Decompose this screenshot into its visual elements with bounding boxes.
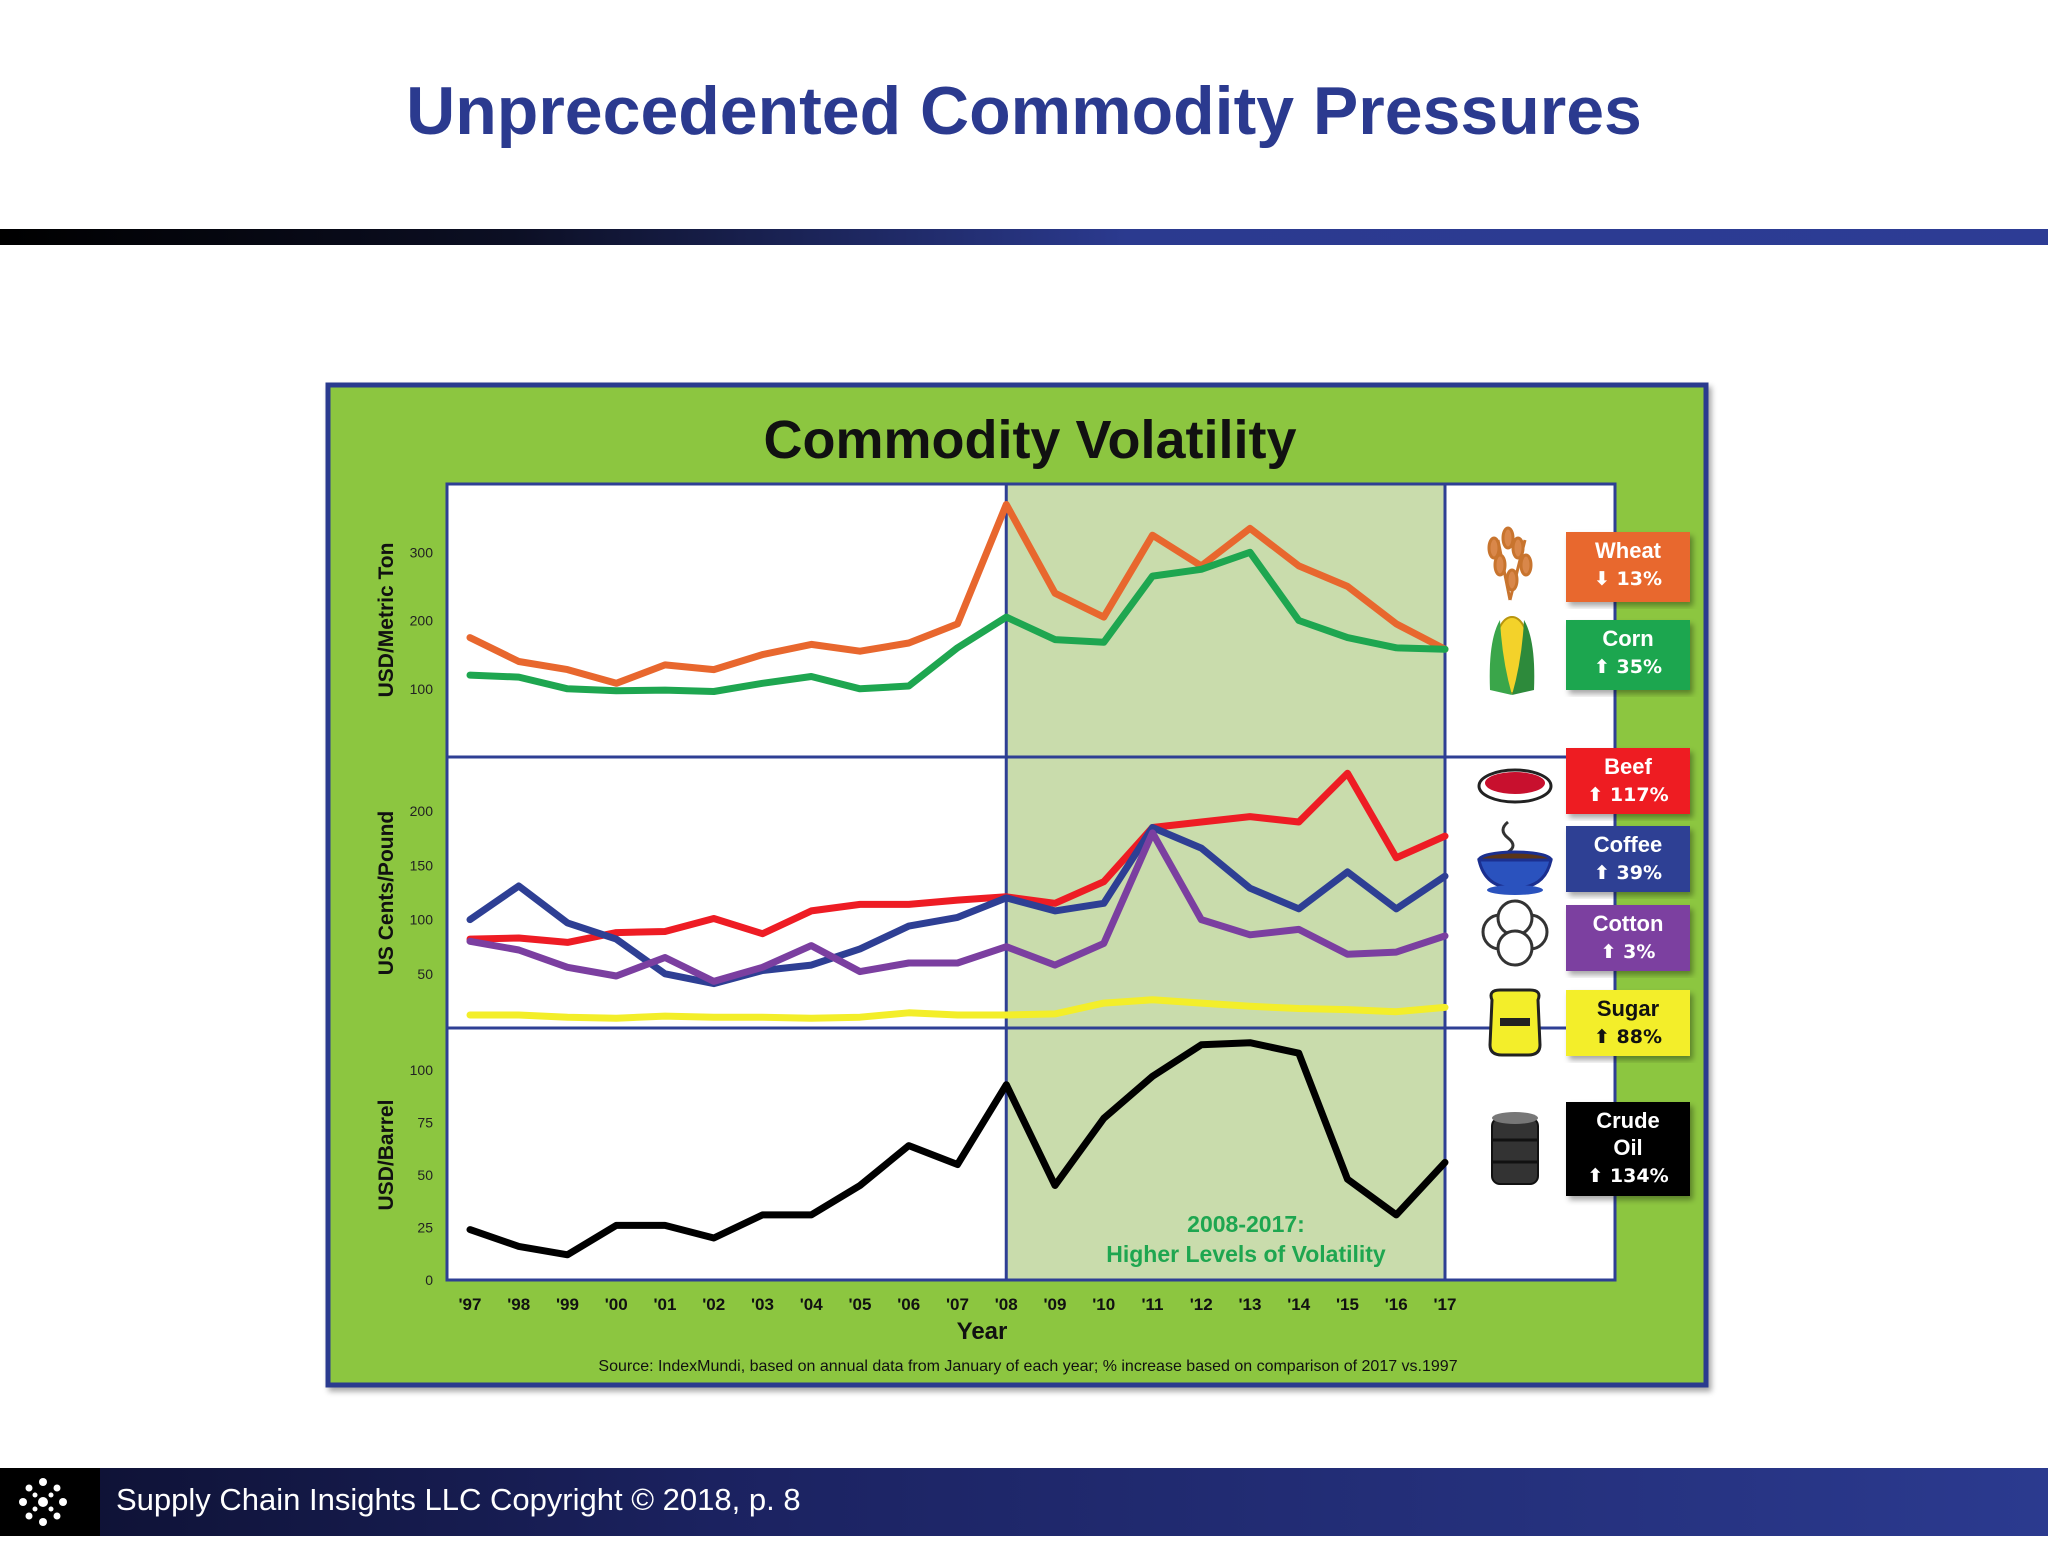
x-tick-13: '10 — [1092, 1295, 1115, 1314]
series-line-corn — [466, 548, 1449, 695]
legend-tag-background — [1566, 990, 1690, 1056]
legend-tag-background — [1566, 826, 1690, 892]
series-line-cotton — [466, 829, 1449, 985]
logo-icon — [0, 1468, 100, 1536]
y-tick-soft-50: 50 — [417, 966, 433, 982]
y-tick-grains-200: 200 — [410, 613, 434, 629]
oil-barrel-icon — [1491, 1112, 1539, 1185]
cotton-icon — [1481, 899, 1549, 967]
legend-tag-change: ⬆ 134% — [1587, 1165, 1668, 1187]
series-line-crude-oil — [466, 1039, 1449, 1259]
x-tick-14: '11 — [1141, 1295, 1163, 1314]
slide-title: Unprecedented Commodity Pressures — [406, 73, 1642, 149]
legend-tag-wheat: Wheat ⬇ 13% — [1566, 532, 1690, 602]
legend-tag-name: Coffee — [1594, 832, 1662, 857]
legend-tag-corn: Corn ⬆ 35% — [1566, 620, 1690, 690]
x-tick-17: '14 — [1287, 1295, 1310, 1314]
y-axis-label-grains: USD/Metric Ton — [375, 543, 398, 698]
legend-tag-change: ⬆ 88% — [1594, 1026, 1662, 1048]
corn-icon — [1489, 616, 1535, 695]
x-tick-16: '13 — [1239, 1295, 1262, 1314]
source-note: Source: IndexMundi, based on annual data… — [598, 1358, 1457, 1375]
footer-bar: Supply Chain Insights LLC Copyright © 20… — [0, 1468, 2048, 1536]
y-tick-labels: 100 200 300 50 100 150 200 0 25 50 75 100 — [410, 544, 434, 1288]
x-tick-3: '00 — [605, 1295, 628, 1314]
shaded-region-label-line2: Higher Levels of Volatility — [1106, 1241, 1386, 1267]
x-tick-10: '07 — [946, 1295, 969, 1314]
y-axis-label-oil: USD/Barrel — [375, 1100, 398, 1211]
legend-tag-cotton: Cotton ⬆ 3% — [1566, 905, 1690, 971]
legend-tag-name: Cotton — [1593, 911, 1664, 936]
sugar-icon — [1488, 988, 1542, 1057]
legend-tag-name: Oil — [1613, 1135, 1642, 1160]
legend-tag-change: ⬆ 35% — [1594, 656, 1662, 678]
legend-tags: Wheat ⬇ 13% Corn ⬆ 35% Beef ⬆ 117% Coffee ⬆ 39%… — [1566, 532, 1690, 1196]
commodity-volatility-chart: Commodity Volatility USD/Metric Ton US C… — [325, 382, 1709, 1388]
x-tick-8: '05 — [849, 1295, 872, 1314]
y-tick-oil-50: 50 — [417, 1167, 433, 1183]
x-tick-18: '15 — [1336, 1295, 1359, 1314]
legend-tag-sugar: Sugar ⬆ 88% — [1566, 990, 1690, 1056]
x-axis-title: Year — [957, 1318, 1008, 1345]
y-tick-oil-100: 100 — [410, 1062, 434, 1078]
x-tick-1: '98 — [507, 1295, 530, 1314]
x-tick-11: '08 — [995, 1295, 1018, 1314]
legend-tag-change: ⬆ 117% — [1587, 784, 1668, 806]
x-tick-7: '04 — [800, 1295, 823, 1314]
series-line-coffee — [466, 824, 1449, 988]
x-tick-20: '17 — [1434, 1295, 1457, 1314]
chart-title: Commodity Volatility — [763, 410, 1296, 470]
shaded-region-label-line1: 2008-2017: — [1187, 1211, 1305, 1237]
x-tick-4: '01 — [654, 1295, 677, 1314]
y-tick-grains-100: 100 — [410, 681, 434, 697]
y-axis-label-soft: US Cents/Pound — [375, 811, 398, 976]
series-line-sugar — [466, 996, 1449, 1022]
legend-tag-change: ⬆ 39% — [1594, 862, 1662, 884]
x-tick-15: '12 — [1190, 1295, 1213, 1314]
x-tick-6: '03 — [751, 1295, 774, 1314]
coffee-icon — [1477, 820, 1553, 895]
wheat-icon — [1487, 526, 1533, 601]
x-tick-2: '99 — [556, 1295, 579, 1314]
x-tick-labels: '97 '98 '99 '00 '01 '02 '03 '04 '05 '06 '07 '08 '09 '… — [459, 1295, 1457, 1314]
x-tick-19: '16 — [1385, 1295, 1408, 1314]
legend-tag-name: Sugar — [1597, 996, 1660, 1021]
y-tick-soft-100: 100 — [410, 912, 434, 928]
legend-tag-name: Wheat — [1595, 538, 1662, 563]
legend-tag-coffee: Coffee ⬆ 39% — [1566, 826, 1690, 892]
legend-tag-background — [1566, 620, 1690, 690]
legend-tag-background — [1566, 748, 1690, 814]
legend-tag-change: ⬇ 13% — [1594, 568, 1662, 590]
x-tick-0: '97 — [459, 1295, 482, 1314]
legend-tag-name: Corn — [1602, 626, 1653, 651]
footer-copyright: Supply Chain Insights LLC Copyright © 20… — [116, 1482, 801, 1517]
legend-tag-name: Beef — [1604, 754, 1652, 779]
series-lines — [466, 501, 1449, 1259]
x-tick-9: '06 — [897, 1295, 920, 1314]
y-tick-soft-150: 150 — [410, 857, 434, 873]
legend-tag-background — [1566, 905, 1690, 971]
legend-tag-change: ⬆ 3% — [1601, 941, 1656, 963]
legend-tag-name: Crude — [1596, 1108, 1660, 1133]
legend-tag-beef: Beef ⬆ 117% — [1566, 748, 1690, 814]
series-line-beef — [466, 769, 1449, 946]
y-tick-oil-0: 0 — [425, 1272, 433, 1288]
y-tick-grains-300: 300 — [410, 544, 434, 560]
series-line-wheat — [466, 501, 1449, 687]
legend-tag-background — [1566, 532, 1690, 602]
y-tick-oil-25: 25 — [417, 1220, 433, 1236]
x-tick-12: '09 — [1044, 1295, 1067, 1314]
y-tick-soft-200: 200 — [410, 803, 434, 819]
x-tick-5: '02 — [702, 1295, 725, 1314]
y-tick-oil-75: 75 — [417, 1115, 433, 1131]
legend-tag-background — [1566, 1102, 1690, 1196]
title-divider — [0, 229, 2048, 245]
beef-icon — [1477, 768, 1553, 804]
